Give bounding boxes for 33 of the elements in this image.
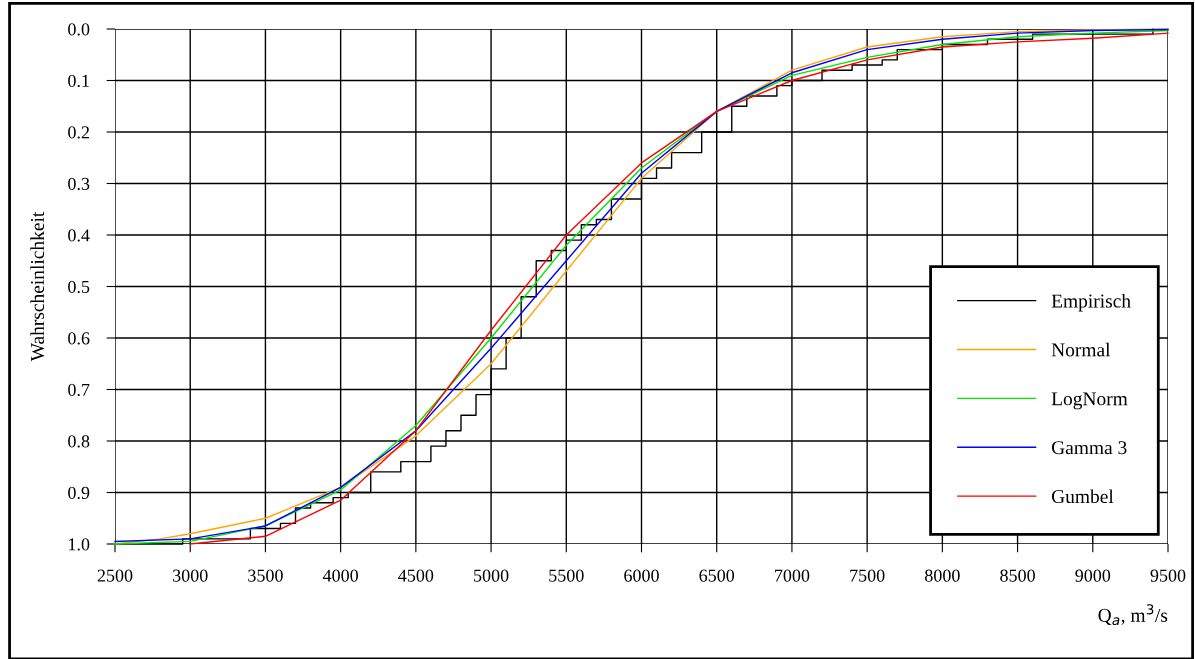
legend-label: LogNorm — [1051, 392, 1128, 410]
legend-label: Empirisch — [1051, 293, 1131, 312]
x-tick-label: 7500 — [850, 569, 885, 582]
y-tick-label: 1.0 — [69, 538, 90, 551]
x-tick-label: 4000 — [322, 569, 359, 582]
x-tick-label: 4500 — [398, 569, 434, 582]
x-axis-title: Q$_{a}$, m$^{3}$/s — [1098, 604, 1168, 626]
x-tick-label: 6500 — [699, 569, 735, 582]
legend-label: Gamma 3 — [1051, 441, 1127, 455]
y-tick-label: 0.4 — [68, 229, 90, 242]
x-tick-label: 3000 — [173, 569, 208, 582]
legend-label: Gumbel — [1051, 489, 1114, 504]
y-tick-label: 0.6 — [68, 332, 90, 345]
y-tick-label: 0.9 — [68, 486, 90, 500]
x-tick-label: 9500 — [1150, 569, 1186, 582]
y-tick-label: 0.5 — [68, 280, 90, 294]
y-tick-label: 0.1 — [68, 74, 89, 88]
x-tick-label: 9000 — [1075, 569, 1111, 582]
x-tick-label: 8500 — [1000, 569, 1035, 582]
y-tick-label: 0.0 — [68, 23, 90, 36]
x-tick-label: 3500 — [248, 569, 283, 582]
legend-label: Normal — [1051, 342, 1111, 357]
x-tick-label: 8000 — [924, 569, 960, 582]
y-tick-label: 0.7 — [68, 383, 90, 397]
y-tick-label: 0.2 — [68, 126, 89, 139]
x-tick-label: 7000 — [775, 569, 810, 582]
x-tick-label: 5000 — [474, 569, 509, 582]
x-tick-label: 5500 — [549, 569, 584, 582]
y-tick-label: 0.3 — [68, 177, 90, 191]
y-axis-title: Wahrscheinlichkeit — [30, 211, 45, 362]
y-tick-label: 0.8 — [68, 435, 90, 448]
x-tick-label: 6000 — [624, 569, 659, 582]
x-tick-label: 2500 — [97, 569, 133, 582]
